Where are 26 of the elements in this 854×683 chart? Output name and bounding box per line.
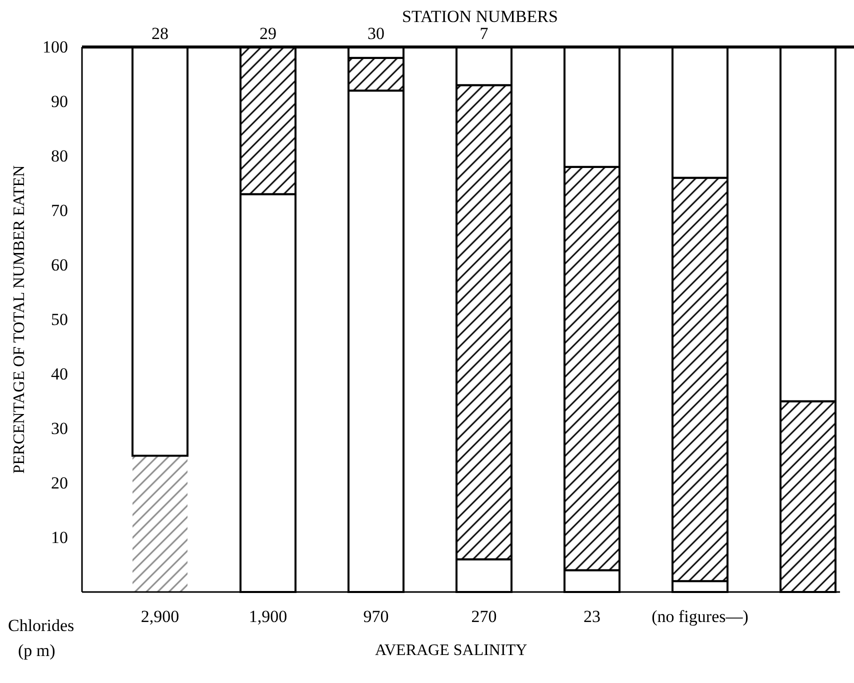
y-tick-label: 10 <box>51 528 68 547</box>
x-tick-label: 23 <box>584 607 600 626</box>
x-tick-label: 1,900 <box>248 607 288 626</box>
x-tick-label: 970 <box>363 607 389 626</box>
y-tick-label: 90 <box>51 92 68 111</box>
y-tick-label: 30 <box>51 418 68 438</box>
y-tick-label: 70 <box>51 200 68 220</box>
x-tick-label: 270 <box>471 607 497 626</box>
annotation: 7 <box>480 24 489 43</box>
y-axis-title: PERCENTAGE OF TOTAL NUMBER EATEN <box>11 164 28 474</box>
bar <box>132 456 188 592</box>
y-tick-label: 60 <box>51 255 68 274</box>
x-axis-title: AVERAGE SALINITY <box>375 642 528 659</box>
text: Chlorides <box>8 616 74 635</box>
annotation: 29 <box>260 24 276 43</box>
annotation: 30 <box>368 24 384 43</box>
text: (p m) <box>18 641 56 660</box>
x-tick-label: 2,900 <box>140 607 180 626</box>
y-tick-label: 40 <box>51 364 68 384</box>
y-tick-label: 20 <box>51 473 68 492</box>
annotation: 28 <box>152 24 168 43</box>
x-tick-label: (no figures—) <box>652 607 748 626</box>
y-tick-label: 50 <box>51 310 68 329</box>
y-tick-label: 100 <box>42 37 68 56</box>
text: STATION NUMBERS <box>402 7 558 26</box>
y-tick-label: 80 <box>51 146 68 166</box>
